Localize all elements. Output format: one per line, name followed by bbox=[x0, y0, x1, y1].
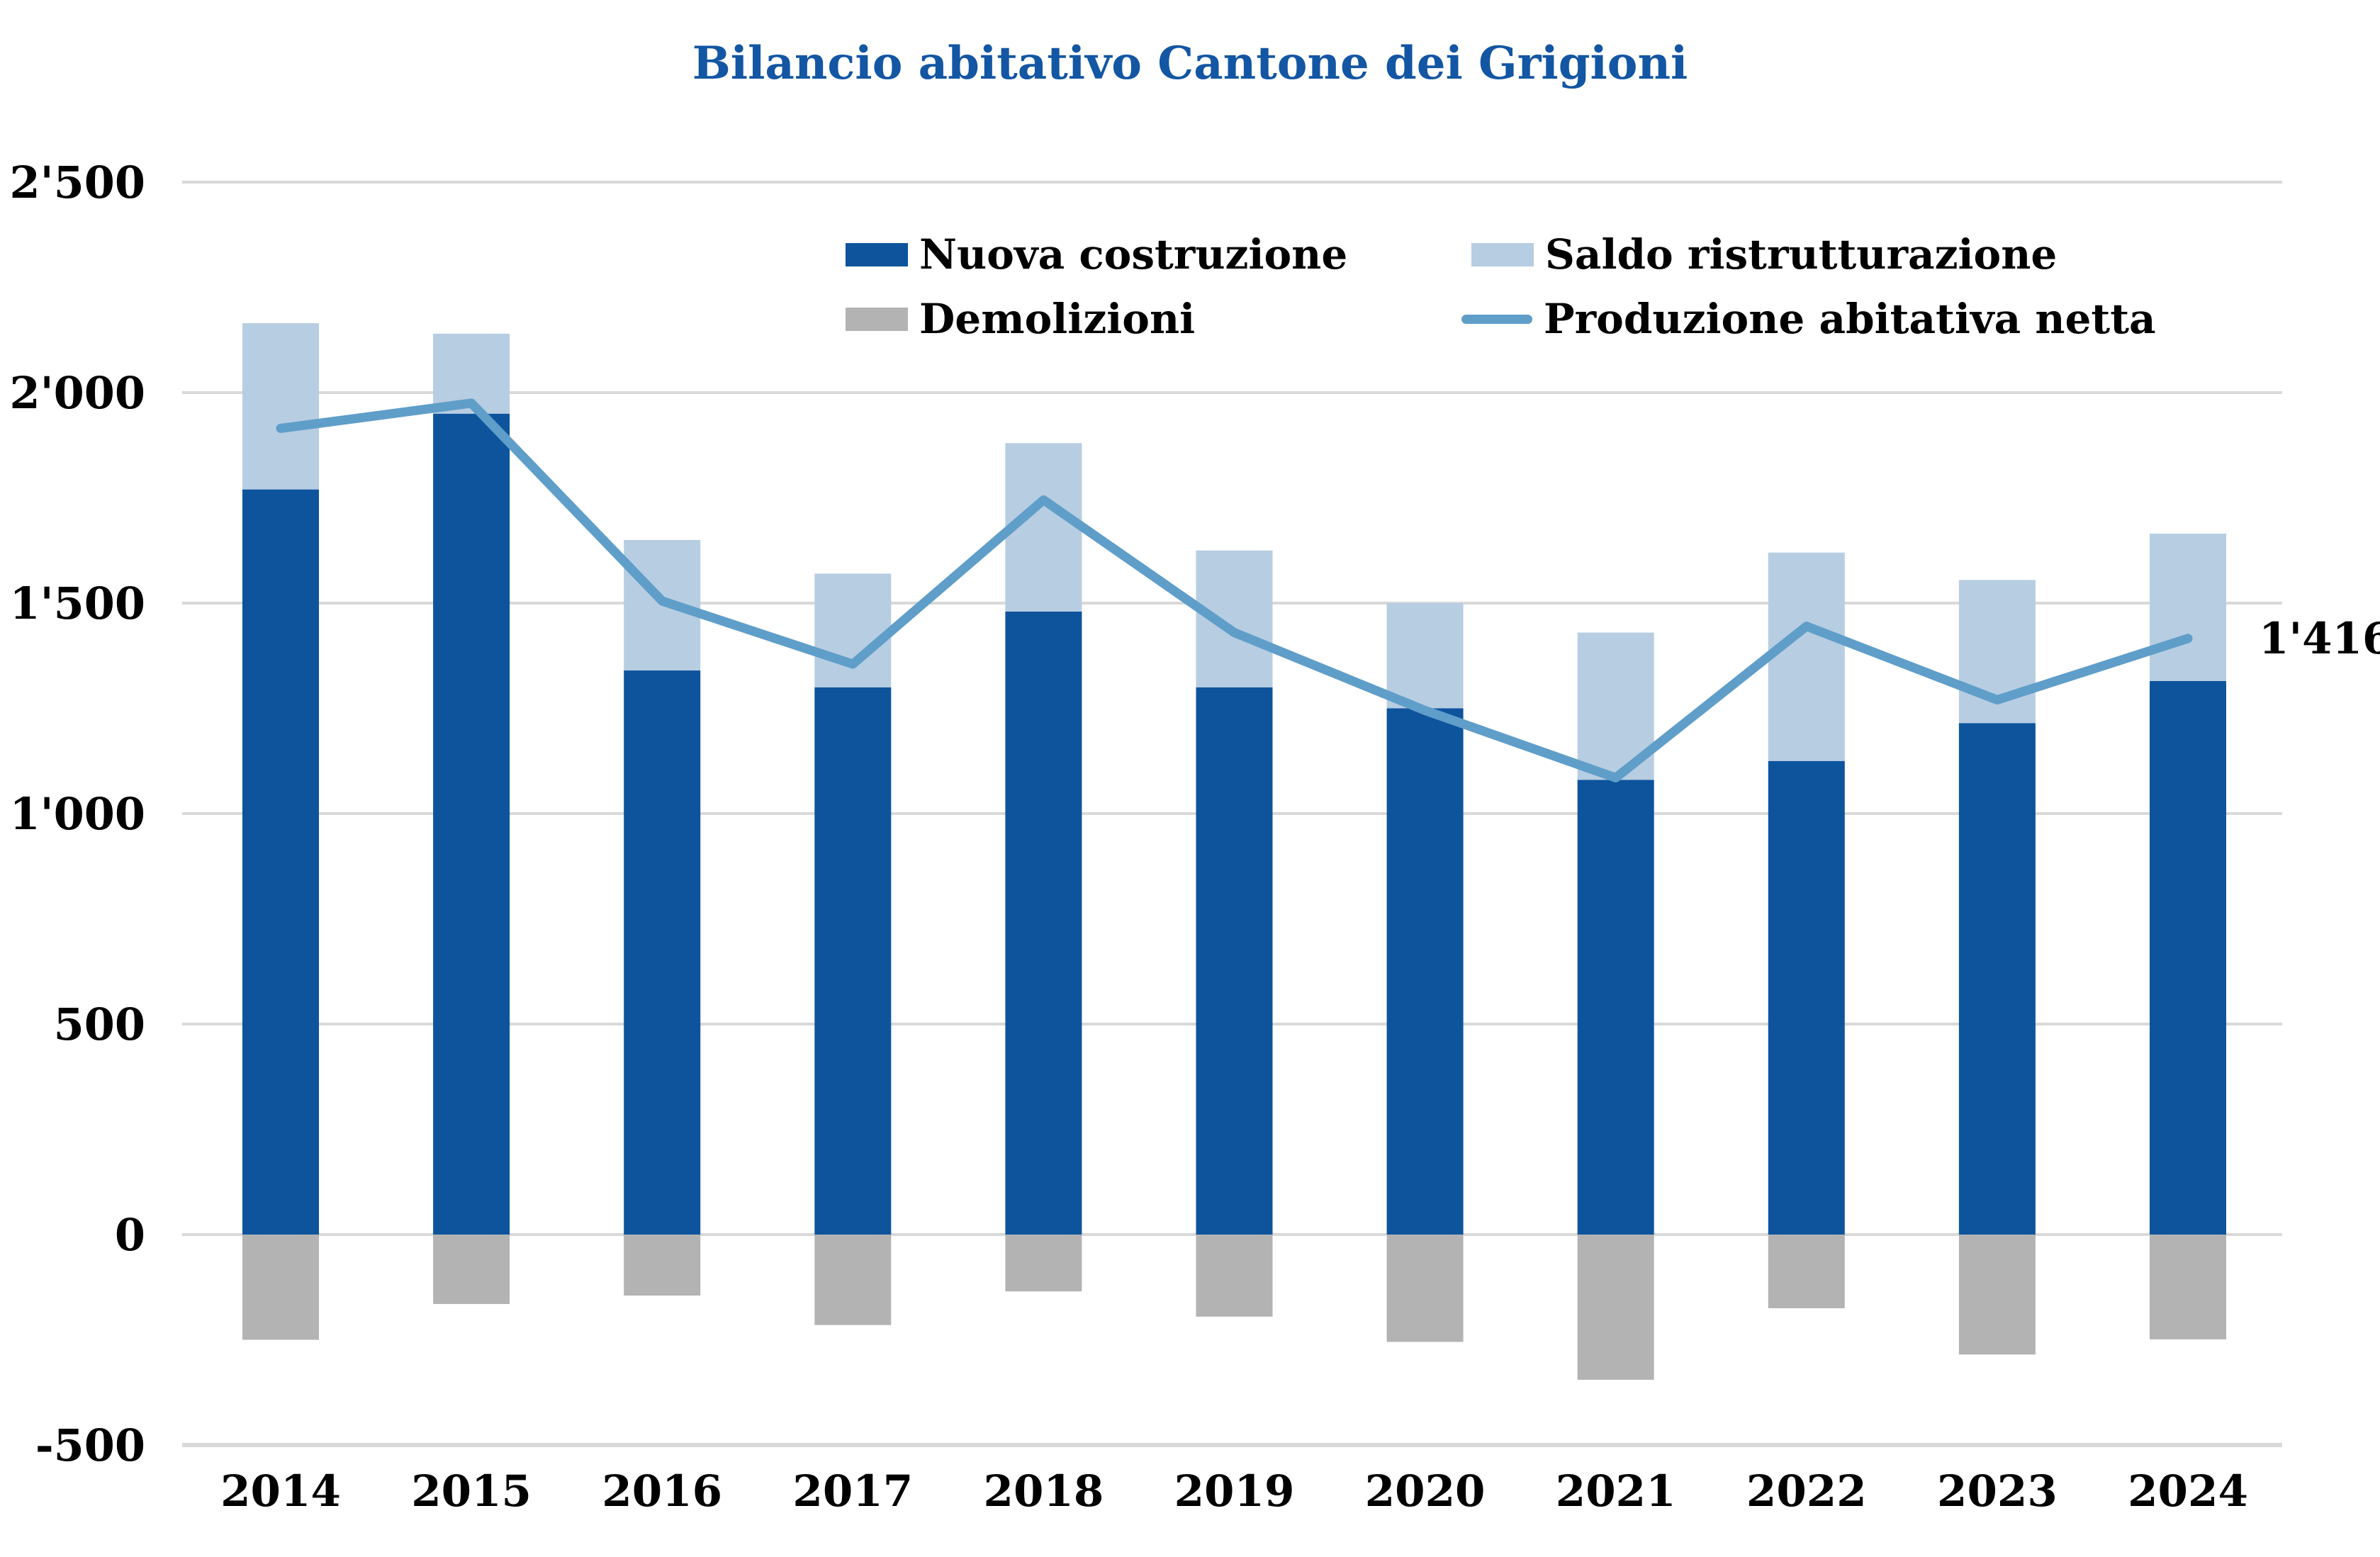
bar-segment-demolizioni-2018 bbox=[1005, 1235, 1082, 1292]
bar-segment-nuova-costruzione-2020 bbox=[1386, 708, 1464, 1235]
x-axis-tick-label: 2021 bbox=[1556, 1466, 1676, 1517]
bar-segment-nuova-costruzione-2018 bbox=[1005, 611, 1082, 1235]
y-axis-tick-label: 1'000 bbox=[9, 788, 145, 840]
bar-segment-nuova-costruzione-2017 bbox=[814, 687, 892, 1235]
y-axis-tick-label: 2'000 bbox=[9, 367, 145, 419]
bar-segment-nuova-costruzione-2021 bbox=[1577, 780, 1654, 1235]
x-axis-tick-label: 2023 bbox=[1937, 1466, 2058, 1517]
bar-segment-nuova-costruzione-2022 bbox=[1768, 760, 1845, 1235]
net-line-end-value-label: 1'416 bbox=[2259, 614, 2380, 664]
x-axis-tick-label: 2016 bbox=[602, 1466, 722, 1517]
x-axis-tick-label: 2017 bbox=[792, 1466, 913, 1517]
bar-segment-nuova-costruzione-2014 bbox=[242, 489, 319, 1235]
x-axis-tick-label: 2020 bbox=[1365, 1466, 1486, 1517]
x-axis-tick-label: 2022 bbox=[1746, 1466, 1867, 1517]
x-axis-tick-label: 2014 bbox=[220, 1466, 341, 1517]
legend-swatch-saldo-ristrutturazione bbox=[1471, 242, 1534, 266]
legend-label-demolizioni: Demolizioni bbox=[919, 295, 1196, 343]
legend-item-saldo-ristrutturazione: Saldo ristrutturazione bbox=[1471, 230, 2057, 279]
x-axis-tick-label: 2019 bbox=[1174, 1466, 1295, 1517]
legend-item-nuova-costruzione: Nuova costruzione bbox=[846, 230, 1347, 279]
chart-title: Bilancio abitativo Cantone dei Grigioni bbox=[692, 37, 1688, 90]
bar-segment-demolizioni-2014 bbox=[242, 1235, 319, 1340]
y-axis-tick-label: 500 bbox=[54, 999, 145, 1050]
legend-item-produzione-abitativa-netta: Produzione abitativa netta bbox=[1461, 295, 2156, 343]
bar-segment-saldo-ristrutturazione-2022 bbox=[1768, 552, 1845, 761]
x-axis-tick-label: 2015 bbox=[411, 1466, 532, 1517]
legend-swatch-demolizioni bbox=[846, 307, 908, 331]
y-axis-tick-label: 0 bbox=[115, 1209, 145, 1261]
bar-segment-demolizioni-2023 bbox=[1958, 1235, 2036, 1355]
bar-segment-demolizioni-2021 bbox=[1577, 1235, 1654, 1380]
bar-segment-nuova-costruzione-2019 bbox=[1196, 687, 1273, 1235]
bar-segment-demolizioni-2019 bbox=[1196, 1235, 1273, 1317]
bar-segment-saldo-ristrutturazione-2014 bbox=[242, 322, 319, 490]
bar-segment-demolizioni-2024 bbox=[2150, 1235, 2226, 1339]
x-axis-tick-label: 2024 bbox=[2128, 1466, 2248, 1517]
bar-segment-demolizioni-2015 bbox=[433, 1235, 510, 1305]
y-axis-tick-label: 1'500 bbox=[9, 578, 145, 629]
legend-label-produzione-abitativa-netta: Produzione abitativa netta bbox=[1544, 295, 2156, 343]
legend-item-demolizioni: Demolizioni bbox=[846, 295, 1195, 343]
bar-segment-nuova-costruzione-2016 bbox=[624, 670, 701, 1235]
bar-segment-demolizioni-2022 bbox=[1768, 1235, 1845, 1308]
legend-swatch-nuova-costruzione bbox=[846, 242, 908, 266]
bar-segment-saldo-ristrutturazione-2020 bbox=[1386, 603, 1464, 709]
bar-segment-demolizioni-2016 bbox=[624, 1235, 701, 1296]
legend-label-nuova-costruzione: Nuova costruzione bbox=[919, 230, 1348, 279]
y-axis-tick-label: -500 bbox=[35, 1420, 145, 1471]
bar-segment-demolizioni-2020 bbox=[1386, 1235, 1464, 1342]
legend-label-saldo-ristrutturazione: Saldo ristrutturazione bbox=[1545, 230, 2058, 279]
x-axis-tick-label: 2018 bbox=[984, 1466, 1104, 1517]
bar-segment-nuova-costruzione-2024 bbox=[2150, 680, 2226, 1235]
legend-line-icon bbox=[1461, 314, 1532, 324]
bar-segment-demolizioni-2017 bbox=[814, 1235, 892, 1325]
bar-segment-nuova-costruzione-2015 bbox=[433, 413, 510, 1235]
bar-segment-nuova-costruzione-2023 bbox=[1958, 723, 2036, 1235]
bar-segment-saldo-ristrutturazione-2017 bbox=[814, 573, 892, 687]
bar-segment-saldo-ristrutturazione-2024 bbox=[2150, 533, 2226, 681]
net-production-line bbox=[276, 398, 2193, 783]
y-axis-tick-label: 2'500 bbox=[9, 157, 145, 208]
